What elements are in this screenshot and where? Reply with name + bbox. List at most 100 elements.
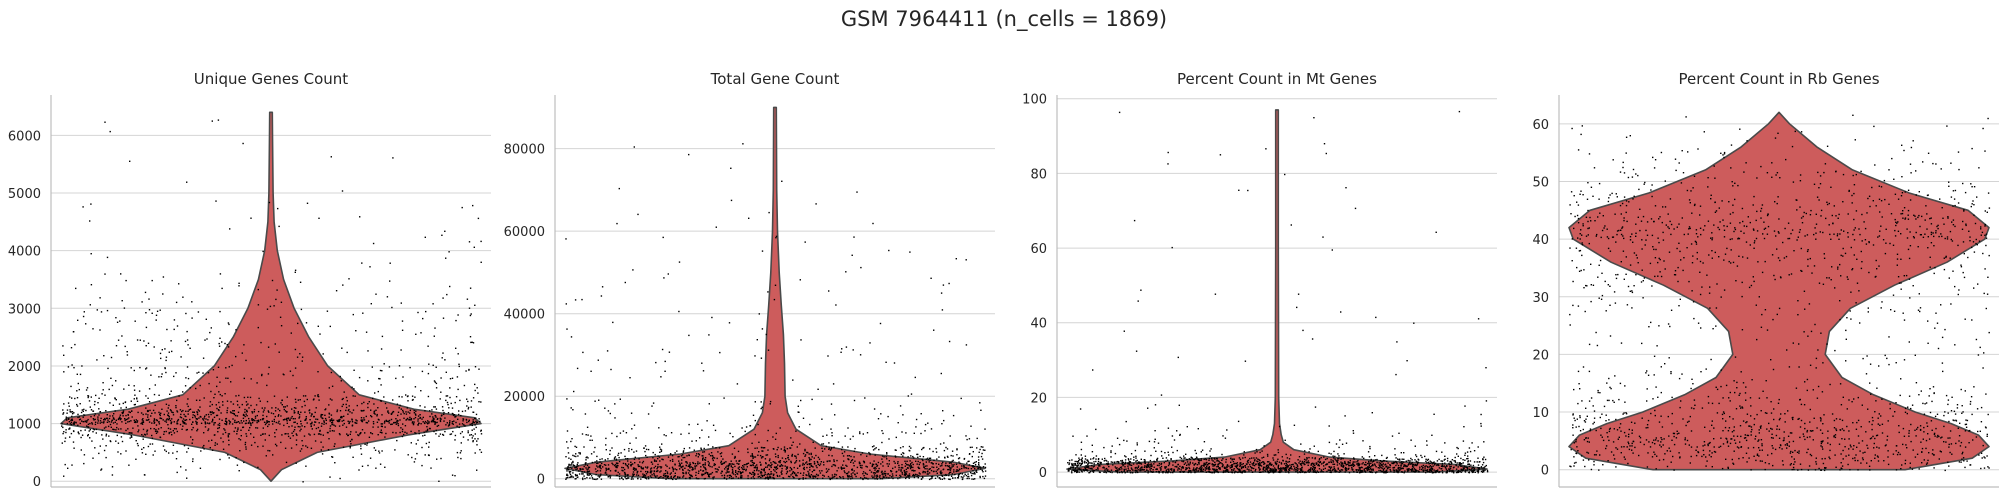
- data-point: [872, 463, 875, 466]
- data-point: [1273, 469, 1275, 471]
- data-point: [93, 403, 96, 406]
- data-point: [1421, 465, 1423, 468]
- data-point: [151, 434, 153, 437]
- data-point: [1338, 446, 1340, 449]
- data-point: [583, 446, 585, 448]
- data-point: [437, 417, 439, 420]
- data-point: [142, 418, 144, 420]
- data-point: [719, 351, 721, 354]
- data-point: [286, 417, 288, 420]
- data-point: [150, 427, 152, 430]
- data-point: [89, 406, 91, 408]
- data-point: [980, 409, 982, 411]
- data-point: [291, 425, 293, 427]
- data-point: [1199, 470, 1202, 472]
- violin-body: [564, 106, 986, 480]
- data-point: [262, 427, 264, 429]
- data-point: [124, 418, 126, 420]
- data-point: [176, 471, 178, 474]
- data-point: [682, 451, 684, 453]
- data-point: [362, 419, 364, 421]
- data-point: [63, 475, 65, 477]
- data-point: [238, 406, 241, 409]
- data-point: [270, 412, 273, 414]
- data-point: [414, 386, 417, 388]
- data-point: [176, 325, 179, 327]
- data-point: [238, 438, 240, 440]
- data-point: [82, 206, 84, 208]
- data-point: [1395, 460, 1397, 463]
- data-point: [65, 429, 67, 431]
- data-point: [1296, 306, 1298, 309]
- data-point: [574, 473, 577, 476]
- data-point: [135, 419, 137, 421]
- data-point: [207, 372, 210, 374]
- data-point: [133, 389, 136, 391]
- data-point: [893, 460, 895, 463]
- data-point: [975, 471, 977, 473]
- data-point: [153, 421, 156, 424]
- data-point: [586, 470, 589, 472]
- data-point: [781, 473, 783, 475]
- data-point: [234, 427, 237, 429]
- data-point: [127, 413, 129, 416]
- data-point: [330, 414, 333, 416]
- data-point: [656, 470, 658, 473]
- data-point: [984, 475, 987, 477]
- data-point: [459, 432, 462, 435]
- data-point: [197, 409, 199, 411]
- data-point: [949, 469, 952, 471]
- data-point: [970, 472, 972, 474]
- data-point: [1221, 465, 1223, 468]
- data-point: [887, 465, 889, 467]
- data-point: [419, 405, 421, 407]
- data-point: [764, 458, 767, 460]
- data-point: [915, 418, 918, 421]
- data-point: [599, 458, 601, 461]
- data-point: [927, 459, 929, 461]
- data-point: [1259, 468, 1261, 471]
- data-point: [134, 394, 136, 396]
- data-point: [734, 474, 737, 476]
- data-point: [218, 424, 221, 427]
- data-point: [1352, 463, 1355, 466]
- data-point: [273, 418, 275, 421]
- data-point: [80, 436, 82, 439]
- data-point: [873, 445, 875, 447]
- data-point: [261, 407, 263, 409]
- data-point: [930, 277, 932, 279]
- data-point: [154, 384, 156, 386]
- data-point: [873, 467, 875, 469]
- data-point: [723, 397, 725, 399]
- data-point: [1186, 458, 1188, 461]
- data-point: [120, 418, 122, 420]
- data-point: [1380, 470, 1383, 473]
- data-point: [1252, 462, 1255, 465]
- data-point: [826, 460, 828, 462]
- data-point: [1232, 460, 1235, 463]
- data-point: [155, 319, 157, 321]
- data-point: [243, 461, 245, 464]
- data-point: [777, 456, 779, 459]
- data-point: [763, 474, 765, 477]
- data-point: [433, 418, 435, 420]
- data-point: [365, 415, 367, 418]
- data-point: [320, 425, 323, 427]
- data-point: [213, 424, 215, 426]
- data-point: [806, 466, 808, 469]
- data-point: [665, 478, 667, 480]
- data-point: [123, 432, 125, 435]
- data-point: [294, 426, 296, 428]
- data-point: [1263, 461, 1265, 464]
- data-point: [245, 433, 247, 435]
- data-point: [1231, 471, 1234, 473]
- data-point: [153, 428, 155, 430]
- data-point: [760, 476, 762, 479]
- data-point: [415, 333, 417, 335]
- data-point: [584, 477, 586, 480]
- data-point: [979, 448, 981, 451]
- data-point: [828, 447, 830, 449]
- data-point: [1136, 467, 1139, 469]
- data-point: [293, 410, 295, 412]
- data-point: [1328, 425, 1330, 427]
